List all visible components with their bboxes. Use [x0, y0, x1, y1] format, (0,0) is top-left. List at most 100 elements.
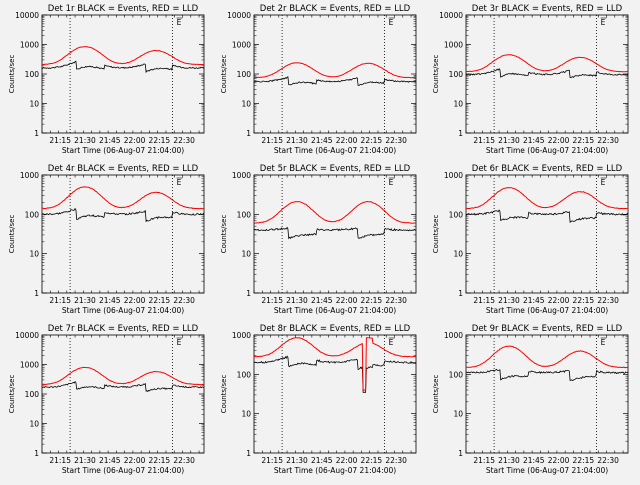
x-tick-label: 22:15 [573, 296, 595, 305]
panel-title: Det 5r BLACK = Events, RED = LLD [260, 164, 411, 174]
y-axis-label: Counts/sec [220, 375, 228, 414]
x-tick-label: 22:00 [124, 456, 146, 465]
y-tick-label: 1000 [444, 171, 463, 180]
orbit-marker: E [177, 18, 182, 27]
y-tick-label: 1000 [444, 41, 463, 50]
y-tick-label: 10 [453, 100, 463, 109]
y-tick-label: 10000 [439, 11, 463, 20]
y-axis-label: Counts/sec [8, 215, 16, 254]
y-tick-label: 10 [453, 410, 463, 419]
x-tick-label: 22:30 [597, 456, 619, 465]
detector-panel: Det 9r BLACK = Events, RED = LLD 1 10 100 10… [432, 324, 629, 475]
x-tick-label: 22:15 [149, 456, 171, 465]
plot-frame [41, 14, 205, 134]
y-tick-label: 10 [29, 420, 39, 429]
x-tick-label: 22:00 [336, 296, 358, 305]
x-tick-label: 21:15 [261, 296, 283, 305]
lld-series-line [465, 345, 629, 369]
orbit-marker: E [177, 338, 182, 347]
y-tick-label: 1 [34, 129, 39, 138]
detector-panel: Det 1r BLACK = Events, RED = LLD 1 10 100 10… [8, 4, 205, 155]
y-tick-label: 1000 [20, 361, 39, 370]
y-axis-label: Counts/sec [432, 55, 440, 94]
lld-series-line [465, 186, 628, 210]
y-tick-label: 1 [458, 129, 463, 138]
x-tick-label: 22:15 [573, 456, 595, 465]
plot-frame [253, 174, 417, 294]
y-tick-label: 1000 [232, 41, 251, 50]
x-tick-label: 22:30 [173, 456, 195, 465]
panel-title: Det 8r BLACK = Events, RED = LLD [260, 324, 411, 334]
y-tick-label: 10 [29, 250, 39, 259]
detector-panel: Det 3r BLACK = Events, RED = LLD 1 10 100 10… [432, 4, 629, 155]
x-axis-label: Start Time (06-Aug-07 21:04:00) [486, 306, 608, 315]
plot-frame [253, 334, 417, 454]
detector-panel: Det 2r BLACK = Events, RED = LLD 1 10 100 10… [220, 4, 417, 155]
x-tick-label: 22:15 [361, 456, 383, 465]
x-tick-label: 21:15 [473, 456, 495, 465]
y-tick-label: 100 [25, 390, 40, 399]
y-tick-label: 1 [458, 449, 463, 458]
detector-panel: Det 8r BLACK = Events, RED = LLD 1 10 100 10… [220, 324, 417, 475]
x-tick-label: 21:30 [498, 296, 520, 305]
x-tick-label: 21:15 [473, 296, 495, 305]
events-series-line [41, 380, 205, 393]
x-tick-label: 21:30 [286, 296, 308, 305]
y-tick-label: 100 [25, 70, 40, 79]
x-tick-label: 22:30 [173, 296, 195, 305]
detector-panel: Det 4r BLACK = Events, RED = LLD 1 10 100 10… [8, 164, 205, 315]
y-tick-label: 100 [449, 370, 464, 379]
y-tick-label: 1 [246, 289, 251, 298]
panel-title: Det 3r BLACK = Events, RED = LLD [472, 4, 623, 14]
events-series-line [253, 226, 417, 240]
x-tick-label: 21:45 [311, 456, 333, 465]
detector-panel: Det 6r BLACK = Events, RED = LLD 1 10 100 10… [432, 164, 629, 315]
y-tick-label: 10 [241, 100, 251, 109]
panel-title: Det 6r BLACK = Events, RED = LLD [472, 164, 623, 174]
x-axis-label: Start Time (06-Aug-07 21:04:00) [274, 306, 396, 315]
plot-frame [465, 334, 629, 454]
x-axis-label: Start Time (06-Aug-07 21:04:00) [274, 466, 396, 475]
y-tick-label: 100 [237, 70, 252, 79]
x-tick-label: 21:45 [523, 136, 545, 145]
x-tick-label: 21:45 [523, 296, 545, 305]
orbit-marker: E [601, 18, 606, 27]
x-tick-label: 21:15 [49, 136, 71, 145]
plot-frame [465, 174, 629, 294]
orbit-marker: E [601, 178, 606, 187]
y-tick-label: 10000 [15, 11, 39, 20]
x-tick-label: 22:15 [573, 136, 595, 145]
y-tick-label: 10000 [227, 11, 251, 20]
x-tick-label: 22:00 [124, 296, 146, 305]
x-tick-label: 22:00 [336, 136, 358, 145]
y-tick-label: 1000 [232, 171, 251, 180]
lld-series-line [465, 54, 629, 73]
events-series-line [41, 60, 205, 74]
x-tick-label: 21:15 [261, 456, 283, 465]
y-axis-label: Counts/sec [220, 55, 228, 94]
x-tick-label: 22:00 [548, 456, 570, 465]
x-tick-label: 22:00 [548, 136, 570, 145]
y-axis-label: Counts/sec [8, 375, 16, 414]
x-tick-label: 22:15 [361, 296, 383, 305]
events-series-line [253, 76, 417, 86]
y-tick-label: 10000 [15, 331, 39, 340]
x-tick-label: 22:15 [361, 136, 383, 145]
x-tick-label: 22:15 [149, 136, 171, 145]
panel-title: Det 7r BLACK = Events, RED = LLD [48, 324, 199, 334]
y-tick-label: 1000 [20, 171, 39, 180]
x-tick-label: 22:00 [548, 296, 570, 305]
panel-title: Det 2r BLACK = Events, RED = LLD [260, 4, 411, 14]
x-axis-label: Start Time (06-Aug-07 21:04:00) [62, 146, 184, 155]
x-tick-label: 22:30 [385, 456, 407, 465]
x-tick-label: 22:15 [149, 296, 171, 305]
y-tick-label: 1000 [444, 331, 463, 340]
x-tick-label: 21:15 [49, 296, 71, 305]
events-series-line [465, 368, 629, 381]
orbit-marker: E [177, 178, 182, 187]
x-tick-label: 21:15 [261, 136, 283, 145]
y-tick-label: 100 [25, 210, 40, 219]
orbit-marker: E [389, 338, 394, 347]
lld-series-line [41, 45, 205, 66]
